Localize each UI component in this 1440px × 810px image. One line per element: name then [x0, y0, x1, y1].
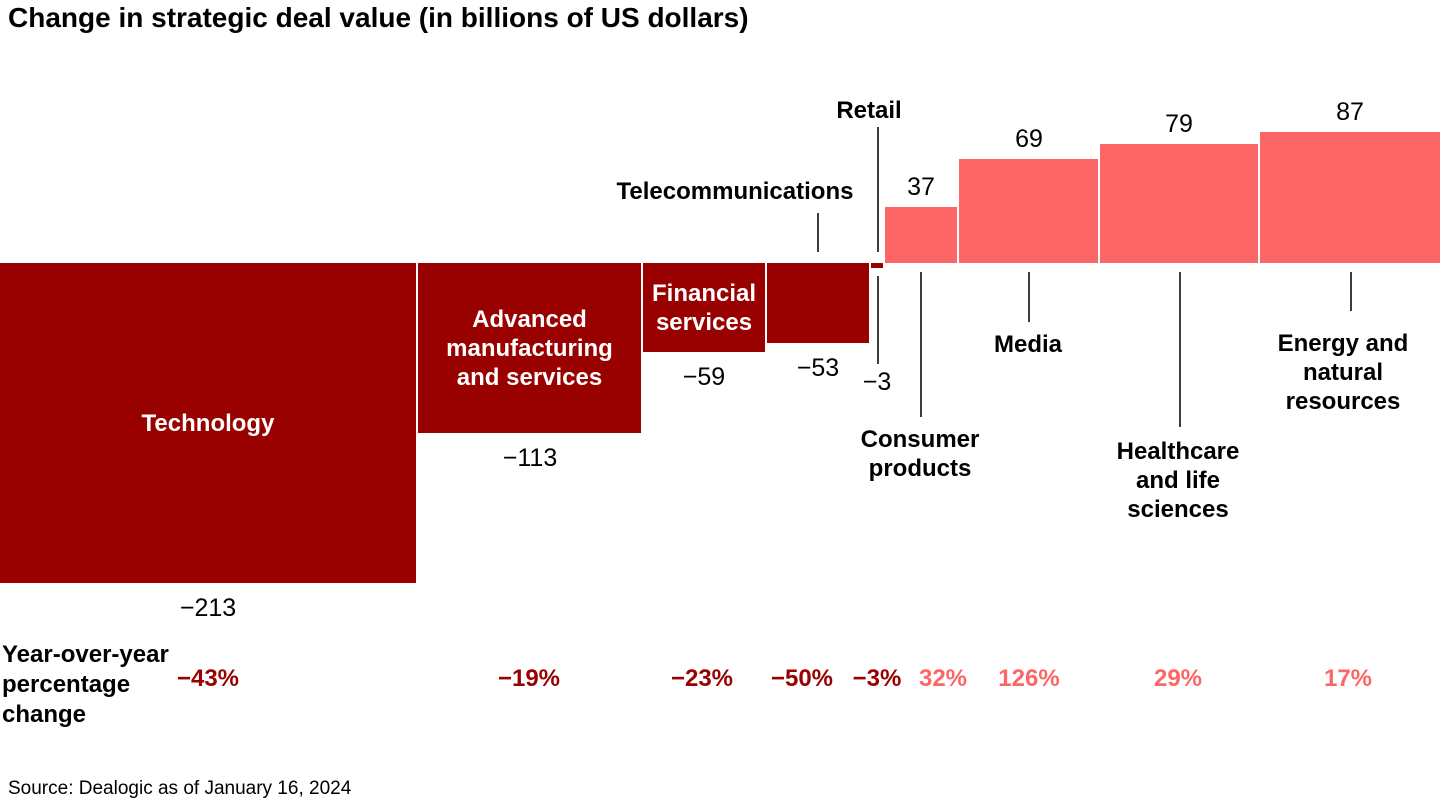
value-label-technology: −213 [179, 594, 237, 622]
bar-consumer-products [885, 207, 957, 263]
value-label-retail: −3 [862, 368, 892, 396]
bar-media [959, 159, 1098, 263]
bar-financial-services [643, 263, 765, 352]
pct-change-consumer-products: 32% [918, 665, 968, 692]
bar-label-telecommunications: Telecommunications [616, 178, 854, 205]
pct-change-advanced-manufacturing-and-services: −19% [497, 665, 561, 692]
connector-line-retail [877, 127, 879, 252]
value-label-healthcare-and-life-sciences: 79 [1165, 110, 1193, 138]
value-label-financial-services: −59 [682, 363, 726, 391]
pct-change-telecommunications: −50% [770, 665, 834, 692]
value-label-media: 69 [1015, 125, 1043, 153]
bar-technology [0, 263, 416, 583]
bar-retail [871, 263, 883, 268]
connector-line-energy-and-natural-resources [1350, 272, 1352, 311]
bar-label-energy-and-natural-resources: Energy and natural resources [1277, 330, 1409, 415]
bar-advanced-manufacturing-and-services [418, 263, 641, 433]
value-label-energy-and-natural-resources: 87 [1336, 98, 1364, 126]
bar-label-healthcare-and-life-sciences: Healthcare and life sciences [1116, 438, 1240, 523]
connector-line-telecommunications [817, 213, 819, 252]
pct-change-retail: −3% [852, 665, 902, 692]
bar-energy-and-natural-resources [1260, 132, 1440, 263]
connector-line-healthcare-and-life-sciences [1179, 272, 1181, 427]
connector-line-media [1028, 272, 1030, 322]
bar-label-retail: Retail [836, 97, 902, 124]
bar-label-consumer-products: Consumer products [860, 426, 980, 482]
value-label-advanced-manufacturing-and-services: −113 [502, 444, 558, 472]
pct-change-media: 126% [998, 665, 1060, 692]
bar-label-advanced-manufacturing-and-services: Advanced manufacturing and services [446, 306, 613, 391]
bar-label-media: Media [993, 331, 1062, 358]
pct-change-healthcare-and-life-sciences: 29% [1153, 665, 1203, 692]
connector-line-consumer-products [920, 272, 922, 417]
chart-title: Change in strategic deal value (in billi… [8, 2, 749, 33]
bar-telecommunications [767, 263, 869, 343]
bar-label-technology: Technology [141, 410, 275, 437]
pct-change-technology: −43% [176, 665, 240, 692]
connector-line-retail-1 [877, 276, 879, 364]
bar-label-financial-services: Financial services [651, 280, 757, 336]
source-note: Source: Dealogic as of January 16, 2024 [8, 778, 352, 799]
value-label-consumer-products: 37 [907, 173, 935, 201]
pct-change-energy-and-natural-resources: 17% [1323, 665, 1373, 692]
bar-healthcare-and-life-sciences [1100, 144, 1258, 263]
value-label-telecommunications: −53 [796, 354, 840, 382]
yoy-percentage-row-label: Year-over-year percentage change [2, 641, 169, 728]
pct-change-financial-services: −23% [670, 665, 734, 692]
